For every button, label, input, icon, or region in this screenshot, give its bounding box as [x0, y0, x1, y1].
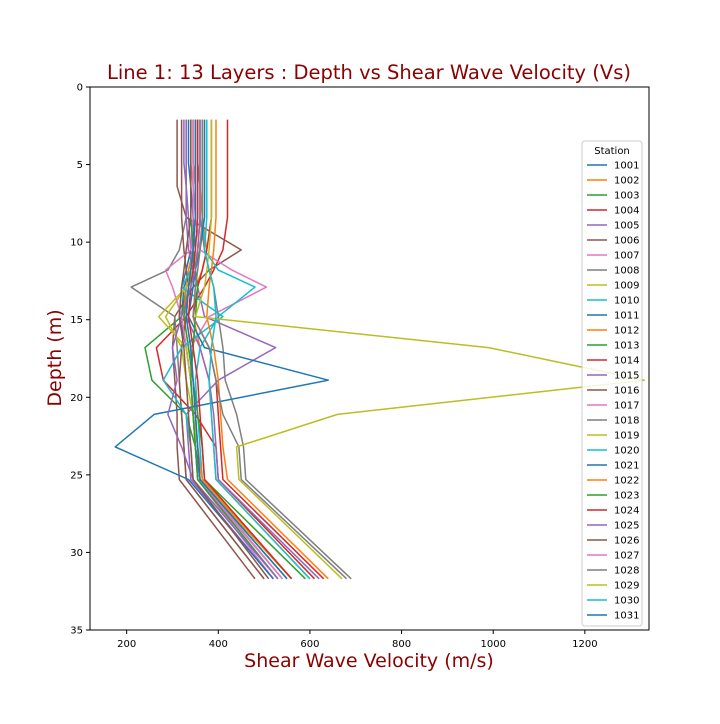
y-axis-ticks: 0 5 10 15 20 25 30 35: [70, 83, 90, 637]
legend-label: 1016: [614, 386, 639, 397]
series-line-1021: [114, 119, 330, 580]
legend-label: 1005: [614, 221, 639, 232]
legend-label: 1015: [614, 371, 639, 382]
legend-label: 1018: [614, 416, 639, 427]
series-line-1022: [206, 119, 329, 580]
y-tick-label: 25: [70, 470, 83, 481]
series-line-1006: [171, 119, 256, 580]
y-tick-label: 10: [70, 238, 83, 249]
x-tick-label: 200: [117, 639, 136, 650]
legend: Station 1001 1002 1003 1004 1005 1006 1007 1008…: [581, 140, 643, 627]
y-tick-label: 20: [70, 393, 83, 404]
x-axis-ticks: 200 400 600 800 1000 1200: [117, 630, 598, 650]
legend-label: 1004: [614, 206, 639, 217]
legend-label: 1028: [614, 566, 639, 577]
legend-label: 1026: [614, 536, 639, 547]
legend-label: 1027: [614, 551, 639, 562]
y-tick-label: 15: [70, 315, 83, 326]
legend-label: 1011: [614, 311, 639, 322]
legend-label: 1023: [614, 491, 639, 502]
x-tick-label: 400: [209, 639, 228, 650]
legend-label: 1013: [614, 341, 639, 352]
legend-box: [581, 140, 643, 627]
y-axis-label: Depth (m): [44, 309, 66, 406]
y-tick-label: 30: [70, 548, 83, 559]
series-line-1017: [164, 119, 283, 580]
series-line-1028: [192, 119, 348, 580]
legend-label: 1007: [614, 251, 639, 262]
legend-label: 1006: [614, 236, 639, 247]
series-line-1024: [187, 119, 293, 580]
plot-frame: [89, 86, 650, 631]
legend-items: 1001 1002 1003 1004 1005 1006 1007 1008 1009 1010…: [587, 161, 639, 622]
legend-label: 1020: [614, 446, 639, 457]
legend-label: 1012: [614, 326, 639, 337]
legend-label: 1030: [614, 596, 639, 607]
series-line-1030: [203, 119, 311, 580]
x-axis-label: Shear Wave Velocity (m/s): [244, 650, 494, 672]
y-tick-label: 0: [77, 83, 83, 94]
legend-label: 1021: [614, 461, 639, 472]
x-tick-label: 800: [392, 639, 411, 650]
legend-label: 1024: [614, 506, 639, 517]
x-tick-label: 1000: [480, 639, 505, 650]
legend-label: 1014: [614, 356, 639, 367]
legend-label: 1010: [614, 296, 639, 307]
y-tick-label: 35: [70, 626, 83, 637]
chart-title: Line 1: 13 Layers : Depth vs Shear Wave …: [107, 61, 631, 84]
series-line-1025: [167, 119, 279, 580]
legend-label: 1031: [614, 611, 639, 622]
legend-label: 1008: [614, 266, 639, 277]
legend-label: 1019: [614, 431, 639, 442]
legend-label: 1001: [614, 161, 639, 172]
legend-title: Station: [594, 146, 630, 157]
x-tick-label: 1200: [572, 639, 597, 650]
legend-label: 1022: [614, 476, 639, 487]
legend-label: 1017: [614, 401, 639, 412]
legend-label: 1029: [614, 581, 639, 592]
series-line-1031: [185, 119, 288, 580]
legend-label: 1009: [614, 281, 639, 292]
series-line-1029: [194, 119, 646, 580]
legend-label: 1025: [614, 521, 639, 532]
legend-label: 1002: [614, 176, 639, 187]
legend-label: 1003: [614, 191, 639, 202]
x-tick-label: 600: [300, 639, 319, 650]
y-tick-label: 5: [77, 160, 83, 171]
series-line-1026: [178, 119, 270, 580]
series-layer: [114, 119, 646, 580]
